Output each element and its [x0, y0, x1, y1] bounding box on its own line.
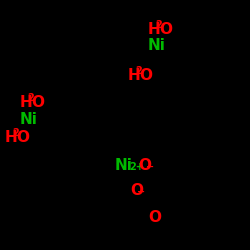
Text: 2: 2: [135, 66, 142, 76]
Text: O: O: [32, 95, 45, 110]
Text: 2: 2: [12, 128, 19, 138]
Text: 2: 2: [27, 93, 34, 103]
Text: H: H: [5, 130, 18, 145]
Text: H: H: [148, 22, 161, 37]
Text: −: −: [137, 187, 145, 197]
Text: Ni: Ni: [148, 38, 166, 53]
Text: O: O: [148, 210, 161, 225]
Text: H: H: [128, 68, 141, 83]
Text: −: −: [146, 162, 154, 172]
Text: 2+: 2+: [129, 162, 144, 172]
Text: O: O: [17, 130, 30, 145]
Text: O: O: [138, 158, 151, 173]
Text: Ni: Ni: [115, 158, 133, 173]
Text: O: O: [140, 68, 153, 83]
Text: 2: 2: [155, 20, 162, 30]
Text: O: O: [160, 22, 173, 37]
Text: Ni: Ni: [20, 112, 38, 127]
Text: H: H: [20, 95, 33, 110]
Text: O: O: [130, 183, 143, 198]
